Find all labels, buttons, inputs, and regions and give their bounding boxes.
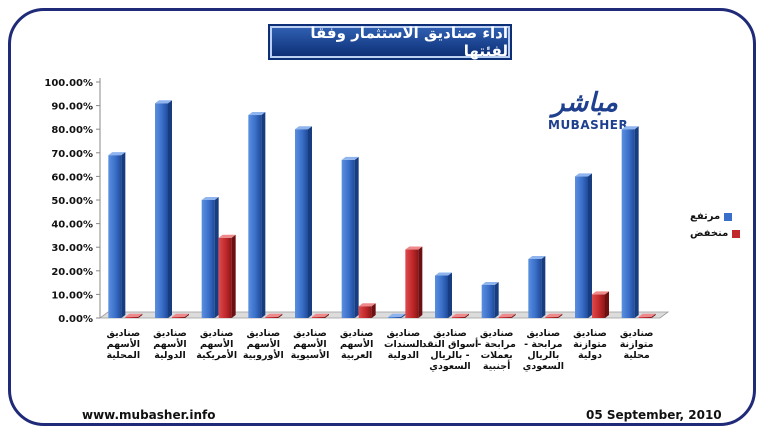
y-tick-label: 20.00%	[51, 267, 93, 278]
legend-item-low: منخفض	[690, 225, 741, 242]
bar-low	[218, 234, 236, 318]
bar-high	[481, 281, 499, 318]
bar-low	[125, 313, 143, 318]
bar-low	[405, 246, 423, 318]
legend-item-high: مرتفع	[690, 208, 740, 225]
y-tick-label: 10.00%	[51, 290, 93, 301]
bar-low	[498, 313, 516, 318]
legend-swatch-low	[732, 229, 741, 238]
bar-low	[172, 313, 189, 318]
x-category-label: صناديق الأسهم الأوروبية	[243, 328, 284, 361]
bar-low	[452, 313, 469, 318]
x-category-label: صناديق الأسهم الأسيوية	[291, 328, 330, 361]
x-category-label: صناديق متوازنة محلية	[620, 328, 654, 361]
x-category-label: صناديق متوازنة دولية	[573, 328, 607, 361]
y-tick-label: 80.00%	[51, 125, 93, 136]
legend: مرتفع منخفض	[690, 208, 741, 242]
bar-high	[248, 112, 266, 318]
x-category-label: صناديق الأسهم المحلية	[107, 328, 141, 361]
y-tick-label: 50.00%	[51, 196, 93, 207]
bar-high	[108, 152, 126, 318]
legend-swatch-high	[724, 212, 733, 221]
bar-low	[312, 313, 329, 318]
bar-high	[435, 272, 452, 318]
bar-high	[621, 126, 639, 318]
x-category-label: صناديق الأسهم العربية	[340, 328, 374, 361]
bar-low	[358, 303, 376, 318]
bar-low	[592, 291, 609, 318]
x-category-label: صناديق أسواق النقد - بالريال السعودي	[422, 328, 479, 372]
mubasher-logo: مباشر MUBASHER	[548, 88, 629, 140]
chart-title: اداء صناديق الاستثمار وفقا لفئتها	[270, 24, 510, 60]
y-tick-label: 40.00%	[51, 220, 93, 231]
logo-arabic-text: مباشر	[552, 88, 618, 118]
legend-label-high: مرتفع	[690, 211, 721, 222]
bar-high	[155, 100, 172, 319]
bar-low	[638, 313, 656, 318]
legend-label-low: منخفض	[690, 228, 729, 239]
y-tick-label: 90.00%	[51, 102, 93, 113]
bar-low	[265, 313, 283, 318]
y-tick-label: 60.00%	[51, 172, 93, 183]
x-category-label: صناديق الأسهم الأمريكية	[196, 328, 237, 361]
bar-high	[528, 256, 546, 318]
x-category-label: صناديق الأسهم الدولية	[153, 328, 187, 361]
y-tick-label: 30.00%	[51, 243, 93, 254]
x-category-label: صناديق السندات الدولية	[384, 328, 423, 361]
y-tick-label: 100.00%	[44, 78, 93, 89]
x-category-label: صناديق مرابحة -بعملات أجنبية	[477, 328, 516, 372]
bar-low	[545, 313, 563, 318]
footer-date: 05 September, 2010	[586, 408, 722, 422]
chart-floor	[98, 311, 670, 319]
y-tick-label: 0.00%	[58, 314, 93, 325]
bar-high	[388, 313, 406, 318]
bar-high	[201, 197, 219, 318]
bar-high	[341, 156, 359, 318]
footer-website[interactable]: www.mubasher.info	[82, 408, 216, 422]
x-category-label: صناديق مرابحة -بالريال السعودي	[523, 328, 564, 372]
logo-english-text: MUBASHER	[548, 118, 629, 132]
bar-high	[295, 126, 312, 318]
y-tick-label: 70.00%	[51, 149, 93, 160]
bar-high	[575, 173, 592, 318]
